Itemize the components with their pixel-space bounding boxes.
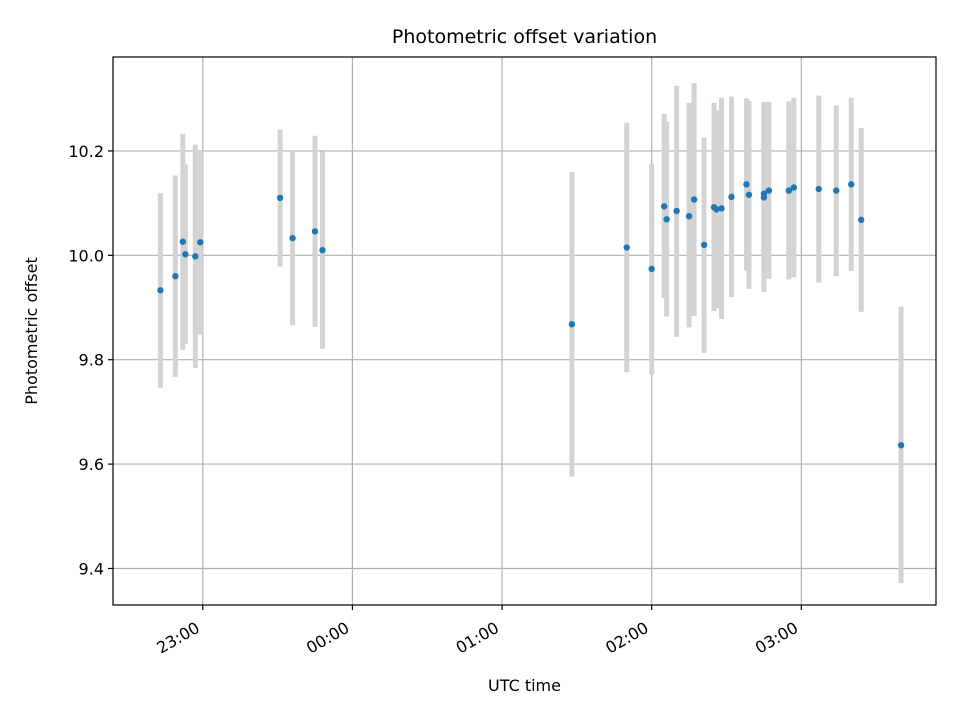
data-point bbox=[718, 205, 725, 212]
data-point bbox=[172, 273, 179, 280]
data-point bbox=[765, 187, 773, 194]
data-point bbox=[685, 212, 693, 220]
y-tick-label: 10.2 bbox=[68, 142, 104, 161]
data-point bbox=[663, 216, 670, 223]
data-points bbox=[157, 181, 905, 449]
data-point bbox=[815, 185, 822, 193]
data-point bbox=[785, 187, 793, 194]
data-point bbox=[897, 442, 905, 449]
data-point bbox=[700, 241, 708, 249]
y-tick-label: 10.0 bbox=[68, 246, 104, 265]
data-point bbox=[276, 194, 284, 202]
data-point bbox=[182, 251, 189, 258]
data-point bbox=[568, 321, 576, 328]
x-axis-label: UTC time bbox=[488, 676, 561, 695]
data-point bbox=[848, 181, 855, 188]
data-point bbox=[289, 234, 296, 242]
data-point bbox=[690, 196, 698, 203]
data-point bbox=[673, 207, 680, 215]
data-point bbox=[760, 194, 768, 201]
data-point bbox=[197, 239, 204, 246]
data-point bbox=[157, 287, 164, 294]
plot-frame bbox=[112, 56, 937, 606]
data-point bbox=[179, 238, 187, 245]
data-point bbox=[623, 244, 630, 251]
data-point bbox=[745, 191, 753, 198]
data-point bbox=[319, 246, 326, 254]
data-point bbox=[660, 203, 668, 210]
data-point bbox=[192, 253, 199, 260]
data-point bbox=[713, 206, 720, 213]
y-tick-label: 9.8 bbox=[79, 351, 104, 370]
y-tick-label: 9.6 bbox=[79, 455, 104, 474]
data-point bbox=[728, 193, 735, 201]
grid-lines bbox=[113, 57, 936, 605]
data-point bbox=[833, 187, 840, 194]
data-point bbox=[648, 265, 655, 273]
data-point bbox=[857, 216, 865, 224]
data-point bbox=[311, 228, 319, 235]
y-axis-label: Photometric offset bbox=[22, 257, 41, 405]
chart-title: Photometric offset variation bbox=[392, 26, 657, 48]
data-point bbox=[743, 181, 750, 188]
y-tick-label: 9.4 bbox=[79, 559, 104, 578]
data-point bbox=[790, 184, 798, 191]
